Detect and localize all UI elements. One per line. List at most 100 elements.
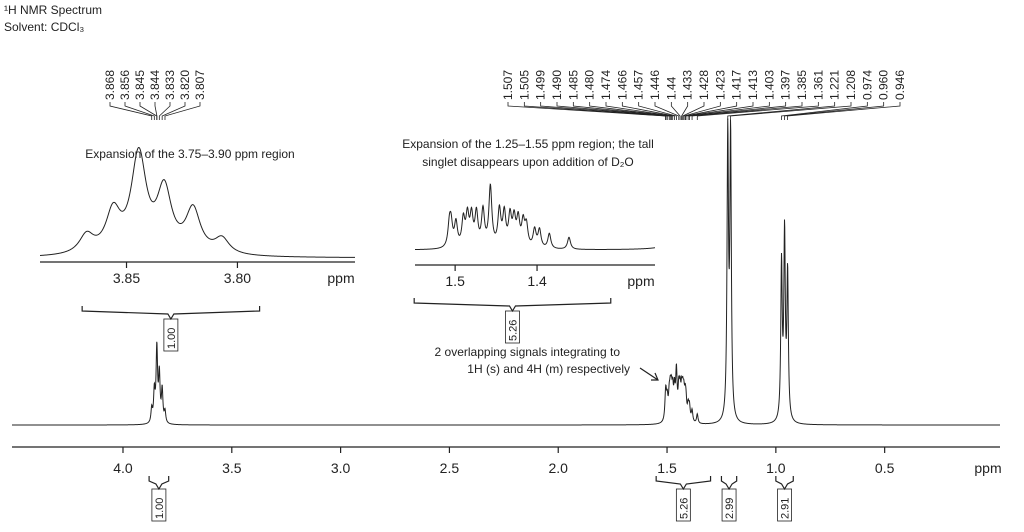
peak-label: 3.868 <box>103 70 117 100</box>
peak-leader <box>696 102 819 120</box>
x-tick-label: 1.5 <box>445 273 465 289</box>
peak-leader <box>691 102 803 120</box>
integral-label: 5.26 <box>678 498 690 519</box>
peak-leader <box>523 102 667 120</box>
x-tick-label: 1.0 <box>766 460 786 476</box>
integral-box <box>675 488 691 522</box>
peak-leader <box>787 102 901 120</box>
peak-leader <box>589 102 672 120</box>
peak-label: 1.433 <box>681 70 695 100</box>
peak-label: 1.221 <box>828 70 842 100</box>
peak-label: 1.457 <box>632 70 646 100</box>
peak-label: 1.361 <box>811 70 825 100</box>
integral-label: 2.91 <box>780 498 792 519</box>
peak-leader <box>109 102 153 120</box>
x-tick-label: 3.5 <box>222 460 242 476</box>
peak-label: 1.499 <box>534 70 548 100</box>
x-tick-label: 4.0 <box>113 460 133 476</box>
inset-title: Expansion of the 1.25–1.55 ppm region; t… <box>402 137 654 151</box>
peak-label: 3.844 <box>148 70 162 100</box>
x-tick-label: 3.0 <box>331 460 351 476</box>
peak-label: 1.44 <box>664 76 678 100</box>
title: ¹H NMR Spectrum <box>4 3 102 17</box>
peak-leader <box>689 102 787 120</box>
integral-label: 1.00 <box>166 328 178 349</box>
peak-label: 1.413 <box>746 70 760 100</box>
peak-leader <box>572 102 671 120</box>
peak-leader <box>621 102 675 120</box>
peak-label: 0.946 <box>893 70 907 100</box>
peak-label: 1.397 <box>779 70 793 100</box>
peak-label: 1.428 <box>697 70 711 100</box>
annotation: 1H (s) and 4H (m) respectively <box>467 362 630 376</box>
peak-label: 1.446 <box>648 70 662 100</box>
annotation: 2 overlapping signals integrating to <box>435 345 621 359</box>
peak-label: 3.856 <box>118 70 132 100</box>
peak-leader <box>670 102 681 120</box>
inset-title: Expansion of the 3.75–3.90 ppm region <box>85 147 294 161</box>
peak-leader <box>154 102 158 120</box>
peak-label: 1.505 <box>517 70 531 100</box>
integral-label: 2.99 <box>724 498 736 519</box>
peak-label: 1.208 <box>844 70 858 100</box>
peak-label: 1.385 <box>795 70 809 100</box>
peak-label: 0.974 <box>860 70 874 100</box>
x-axis-label: ppm <box>327 270 354 286</box>
integral-box <box>505 310 520 344</box>
peak-label: 1.466 <box>615 70 629 100</box>
peak-label: 1.485 <box>566 70 580 100</box>
annotation-arrow <box>639 367 659 381</box>
solvent: Solvent: CDCl₃ <box>4 20 84 34</box>
peak-leader <box>781 102 868 120</box>
peak-label: 3.820 <box>178 70 192 100</box>
x-tick-label: 0.5 <box>875 460 895 476</box>
peak-leader <box>682 102 705 120</box>
peak-leader <box>687 102 770 120</box>
x-axis-label: ppm <box>627 273 654 289</box>
x-tick-label: 2.5 <box>440 460 460 476</box>
peak-leader <box>124 102 155 120</box>
peak-leader <box>683 102 721 120</box>
peak-label: 1.507 <box>501 70 515 100</box>
peak-leader <box>727 102 836 120</box>
peak-leader <box>540 102 668 120</box>
peak-leader <box>681 102 689 120</box>
peak-leader <box>507 102 666 120</box>
spectrum-trace <box>12 118 1000 426</box>
x-tick-label: 1.4 <box>527 273 547 289</box>
peak-label: 1.403 <box>762 70 776 100</box>
peak-leader <box>684 102 738 120</box>
x-tick-label: 3.85 <box>113 270 140 286</box>
integral-box <box>721 488 737 522</box>
x-tick-label: 3.80 <box>224 270 251 286</box>
peak-leader <box>654 102 680 120</box>
peak-leader <box>164 102 201 120</box>
x-tick-label: 1.5 <box>657 460 677 476</box>
x-axis-label: ppm <box>974 460 1001 476</box>
integral-box <box>163 318 179 352</box>
peak-label: 3.807 <box>193 70 207 100</box>
x-tick-label: 2.0 <box>548 460 568 476</box>
inset-trace <box>39 146 356 258</box>
peak-label: 0.960 <box>877 70 891 100</box>
integral-label: 5.26 <box>507 320 519 341</box>
inset-title: singlet disappears upon addition of D₂O <box>422 155 633 169</box>
integral-box <box>151 488 167 522</box>
peak-leader <box>638 102 677 120</box>
peak-label: 1.480 <box>583 70 597 100</box>
peak-leader <box>730 102 852 120</box>
peak-leader <box>161 102 186 120</box>
peak-label: 1.423 <box>713 70 727 100</box>
peak-leader <box>158 102 171 120</box>
integral-box <box>777 488 792 522</box>
peak-leader <box>605 102 674 120</box>
integral-label: 1.00 <box>154 498 166 519</box>
peak-label: 3.845 <box>133 70 147 100</box>
peak-label: 1.474 <box>599 70 613 100</box>
peak-leader <box>685 102 754 120</box>
peak-label: 1.490 <box>550 70 564 100</box>
peak-leader <box>784 102 885 120</box>
peak-label: 1.417 <box>730 70 744 100</box>
peak-leader <box>556 102 670 120</box>
